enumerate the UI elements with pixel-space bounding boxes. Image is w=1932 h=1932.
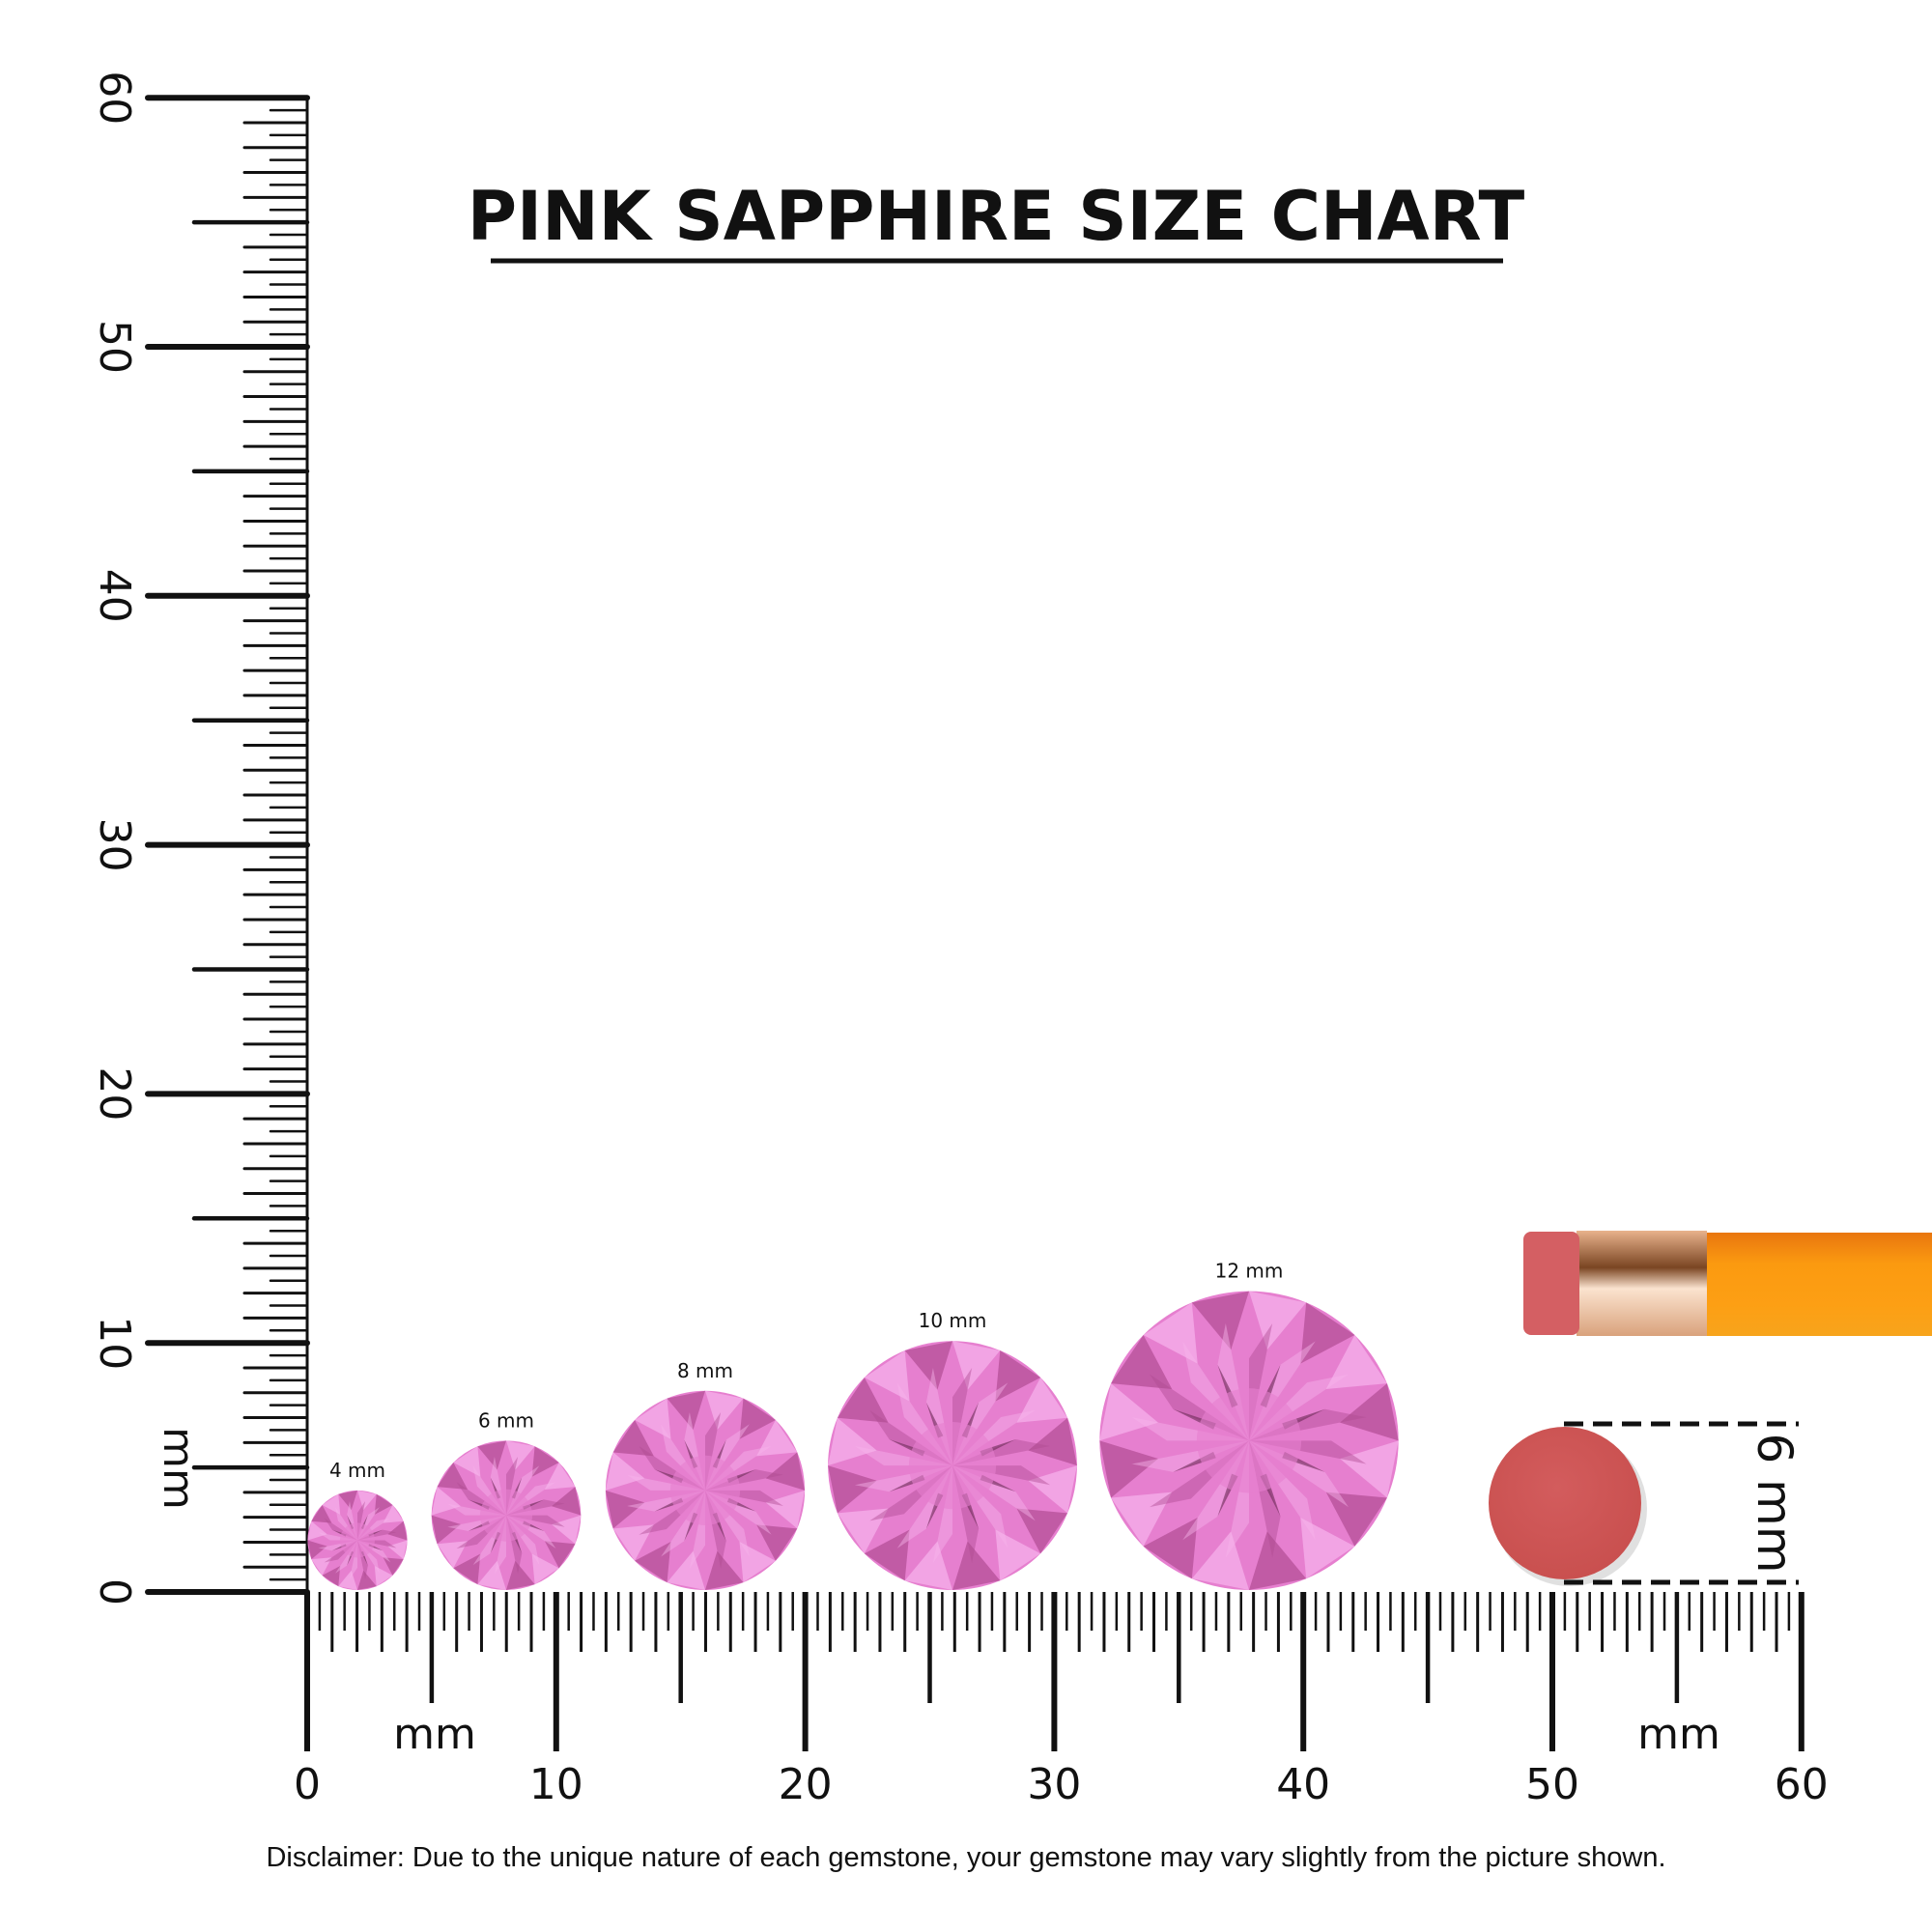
vertical-tick-label: 10 xyxy=(90,1316,139,1370)
vertical-tick-label: 20 xyxy=(90,1066,139,1121)
gemstone-4mm: 4 mm xyxy=(307,1459,408,1590)
gem-size-label: 6 mm xyxy=(478,1408,534,1432)
chart-title: PINK SAPPHIRE SIZE CHART xyxy=(468,177,1525,256)
vertical-ruler-labels: 0 10 20 30 40 50 60 xyxy=(90,71,139,1605)
horizontal-ruler xyxy=(304,1592,1804,1751)
eraser-reference-circle xyxy=(1489,1427,1641,1579)
vertical-tick-label: 0 xyxy=(90,1578,139,1605)
horizontal-tick-label: 50 xyxy=(1525,1760,1579,1809)
gemstone-8mm: 8 mm xyxy=(605,1359,806,1590)
horizontal-unit-label-right: mm xyxy=(1637,1710,1720,1759)
vertical-tick-label: 60 xyxy=(90,71,139,125)
horizontal-ruler-labels: 0 10 20 30 40 50 60 xyxy=(294,1760,1829,1809)
horizontal-tick-label: 60 xyxy=(1775,1760,1829,1809)
horizontal-tick-label: 30 xyxy=(1027,1760,1081,1809)
vertical-tick-label: 40 xyxy=(90,569,139,623)
horizontal-tick-label: 40 xyxy=(1276,1760,1330,1809)
pencil-image xyxy=(1523,1231,1932,1336)
reference-size-label: 6 mm xyxy=(1747,1433,1803,1573)
horizontal-unit-label-left: mm xyxy=(393,1710,476,1759)
gemstone-6mm: 6 mm xyxy=(431,1408,582,1590)
horizontal-tick-label: 0 xyxy=(294,1760,321,1809)
gemstone-10mm: 10 mm xyxy=(828,1309,1077,1590)
disclaimer: Disclaimer: Due to the unique nature of … xyxy=(266,1842,1665,1873)
gemstone-12mm: 12 mm xyxy=(1099,1260,1399,1590)
gemstones: 4 mm 6 mm 8 mm 10 mm 12 mm xyxy=(307,1260,1399,1590)
vertical-tick-label: 50 xyxy=(90,320,139,374)
horizontal-tick-label: 10 xyxy=(529,1760,583,1809)
gem-size-label: 12 mm xyxy=(1215,1260,1284,1283)
vertical-unit-label: mm xyxy=(154,1427,203,1510)
vertical-ruler xyxy=(145,95,310,1595)
gem-size-label: 8 mm xyxy=(677,1359,733,1382)
horizontal-tick-label: 20 xyxy=(779,1760,833,1809)
vertical-tick-label: 30 xyxy=(90,818,139,872)
gem-size-label: 10 mm xyxy=(919,1309,987,1332)
gem-size-label: 4 mm xyxy=(329,1459,385,1482)
